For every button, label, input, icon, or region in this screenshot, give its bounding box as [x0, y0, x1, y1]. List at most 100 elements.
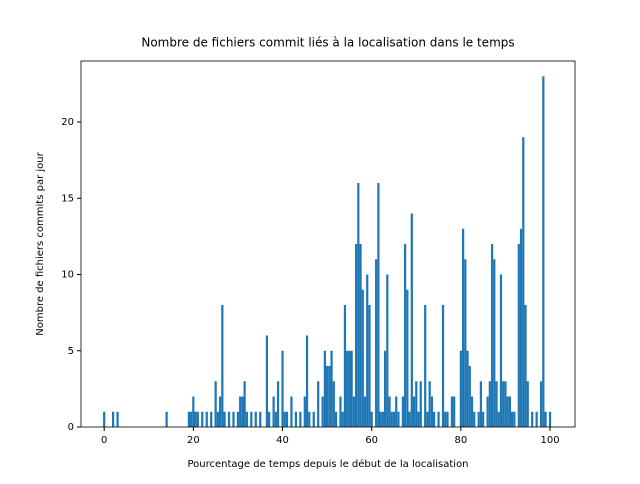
- bar: [334, 411, 338, 427]
- bar: [379, 411, 382, 427]
- bar: [363, 396, 367, 427]
- bar: [285, 411, 289, 427]
- bar: [187, 411, 191, 427]
- bar: [354, 244, 358, 427]
- bar: [446, 411, 449, 427]
- x-tick-label: 40: [276, 435, 289, 446]
- bar: [245, 411, 248, 427]
- bar: [325, 366, 329, 427]
- bar: [464, 259, 467, 427]
- bar: [357, 183, 360, 427]
- bar: [330, 350, 333, 427]
- bar: [548, 411, 552, 427]
- x-tick-label: 20: [187, 435, 200, 446]
- bar: [265, 335, 269, 427]
- bar: [493, 259, 496, 427]
- bar: [350, 350, 353, 427]
- x-tick-label: 80: [454, 435, 467, 446]
- bar: [194, 411, 197, 427]
- y-tick-label: 5: [68, 346, 74, 357]
- bar: [361, 289, 364, 427]
- bar: [513, 411, 516, 427]
- bar: [323, 350, 326, 427]
- bar: [450, 396, 454, 427]
- bar: [321, 396, 324, 427]
- bar: [303, 396, 306, 427]
- bar: [312, 411, 315, 427]
- bar: [430, 396, 433, 427]
- y-tick-label: 15: [61, 193, 74, 204]
- bar: [524, 305, 527, 427]
- bar: [377, 183, 380, 427]
- bar: [490, 244, 494, 427]
- bar: [339, 396, 342, 427]
- bar: [526, 381, 529, 427]
- bar: [192, 396, 195, 427]
- bar: [236, 411, 240, 427]
- x-tick-label: 60: [365, 435, 378, 446]
- bar: [540, 381, 543, 427]
- bar: [201, 411, 204, 427]
- bar: [495, 381, 498, 427]
- bar: [281, 350, 284, 427]
- bar: [488, 381, 491, 427]
- bar: [274, 411, 277, 427]
- bar: [395, 396, 398, 427]
- bar: [517, 244, 520, 427]
- bar: [305, 335, 309, 427]
- x-tick-label: 100: [540, 435, 559, 446]
- bar: [426, 411, 429, 427]
- y-tick-label: 20: [61, 117, 74, 128]
- bar: [410, 213, 413, 427]
- bar: [227, 411, 231, 427]
- bar: [470, 396, 474, 427]
- bar: [239, 396, 242, 427]
- bar: [415, 381, 418, 427]
- bar: [419, 381, 422, 427]
- bar: [223, 411, 226, 427]
- bar: [386, 274, 389, 427]
- bar: [383, 350, 387, 427]
- bar: [424, 305, 427, 427]
- bar: [308, 411, 311, 427]
- bar: [401, 396, 405, 427]
- bar: [461, 228, 465, 427]
- bar: [397, 411, 400, 427]
- bar: [408, 411, 411, 427]
- bar: [165, 411, 168, 427]
- bar: [368, 305, 371, 427]
- bar: [210, 411, 213, 427]
- bar: [290, 396, 293, 427]
- bar: [497, 411, 500, 427]
- bar: [205, 411, 208, 427]
- bar: [506, 396, 509, 427]
- bar: [241, 396, 244, 427]
- bar: [214, 381, 217, 427]
- bar: [486, 396, 489, 427]
- bar: [392, 411, 396, 427]
- bar: [111, 411, 115, 427]
- y-tick-label: 10: [61, 270, 74, 281]
- bar: [428, 381, 431, 427]
- bar: [388, 396, 391, 427]
- x-tick-label: 0: [101, 435, 107, 446]
- bar: [522, 137, 525, 427]
- bar: [299, 411, 302, 427]
- bar: [116, 411, 119, 427]
- bar: [243, 381, 246, 427]
- bar: [432, 411, 436, 427]
- bar: [221, 305, 224, 427]
- bar: [250, 411, 253, 427]
- bar: [370, 411, 373, 427]
- bar: [542, 76, 545, 427]
- bar: [268, 411, 271, 427]
- bar: [218, 396, 222, 427]
- bar: [328, 366, 331, 427]
- bar: [417, 411, 420, 427]
- bar: [544, 411, 547, 427]
- bar: [259, 411, 262, 427]
- bar: [511, 411, 514, 427]
- bar: [341, 411, 344, 427]
- bar: [453, 396, 456, 427]
